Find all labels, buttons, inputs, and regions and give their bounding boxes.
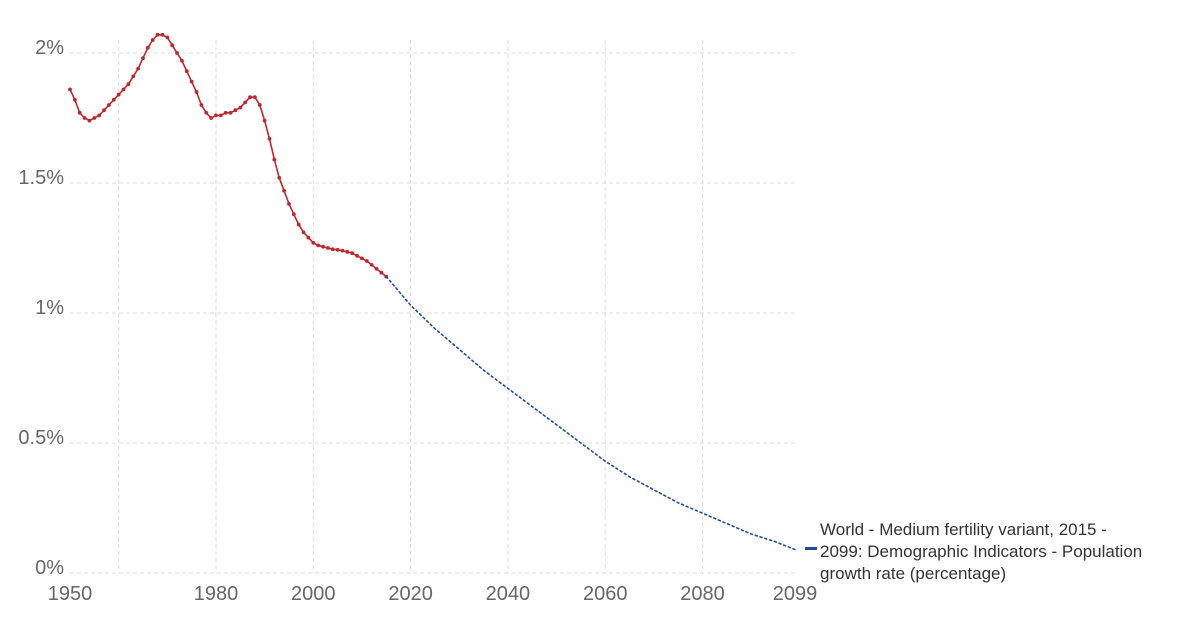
data-point [238, 105, 243, 110]
data-point [355, 253, 359, 258]
data-point [306, 235, 311, 240]
data-point [204, 110, 209, 115]
data-point [141, 56, 145, 61]
data-point [321, 244, 325, 249]
data-point [107, 103, 111, 107]
data-point [155, 32, 160, 37]
data-point [272, 157, 277, 162]
data-point [214, 113, 218, 118]
data-point [257, 103, 262, 107]
data-point [243, 100, 248, 105]
legend: World - Medium fertility variant, 2015 -… [805, 520, 1142, 583]
data-point [228, 110, 233, 115]
y-tick-label: 2% [35, 37, 64, 59]
x-tick-label: 2099 [773, 583, 818, 605]
x-tick-label: 1950 [48, 583, 93, 605]
data-point [131, 74, 136, 79]
data-point [374, 266, 379, 271]
data-point [160, 32, 165, 37]
data-point [296, 222, 301, 227]
data-point [121, 87, 126, 92]
data-point [311, 240, 316, 245]
data-point [340, 248, 345, 253]
data-point [218, 113, 223, 118]
data-point [194, 90, 199, 94]
data-point [72, 97, 77, 102]
data-point [126, 82, 131, 87]
x-tick-label: 2080 [680, 583, 725, 605]
data-point [170, 43, 175, 48]
data-point [287, 201, 291, 206]
data-point [136, 66, 141, 71]
data-point [209, 116, 214, 120]
data-point [301, 230, 306, 235]
data-point [369, 263, 374, 267]
data-point [102, 108, 106, 113]
data-point [145, 45, 150, 50]
data-point [252, 95, 257, 100]
data-point [282, 188, 286, 193]
data-point [111, 97, 116, 102]
legend-label-line-3: growth rate (percentage) [820, 564, 1006, 583]
data-point [180, 58, 184, 63]
x-tick-label: 1980 [194, 583, 239, 605]
data-point [150, 38, 155, 42]
data-point [291, 212, 296, 217]
data-point [233, 108, 238, 113]
data-point [325, 246, 330, 250]
data-point [116, 92, 121, 97]
data-point [199, 103, 204, 107]
data-point [77, 110, 82, 115]
x-tick-label: 2020 [388, 583, 433, 605]
data-point [277, 175, 282, 180]
data-point [97, 113, 102, 118]
data-point [184, 69, 189, 74]
data-point [165, 35, 170, 40]
series-line-projection [385, 275, 796, 551]
data-point [364, 259, 369, 263]
data-point [175, 51, 179, 55]
x-axis-ticks: 1950 1980 2000 2020 2040 2060 2080 2099 [48, 583, 818, 605]
data-point [350, 251, 355, 256]
y-tick-label: 0% [35, 557, 64, 579]
legend-label-line-1: World - Medium fertility variant, 2015 - [820, 520, 1107, 539]
data-point [267, 136, 272, 141]
data-point [360, 256, 364, 261]
data-point [335, 247, 340, 252]
data-point [379, 270, 384, 275]
x-tick-label: 2060 [583, 583, 628, 605]
data-point [92, 116, 97, 120]
data-point [189, 79, 194, 84]
data-point [330, 247, 335, 252]
data-point [223, 110, 228, 115]
series-layer [68, 32, 796, 551]
legend-swatch [805, 547, 817, 550]
y-axis-ticks: 0% 0.5% 1% 1.5% 2% [18, 37, 64, 579]
legend-label-line-2: 2099: Demographic Indicators - Populatio… [820, 542, 1142, 561]
data-point [345, 250, 350, 254]
x-tick-label: 2040 [486, 583, 531, 605]
grid [70, 40, 795, 574]
series-line-historical [69, 33, 387, 278]
y-tick-label: 1% [35, 297, 64, 319]
data-point [68, 87, 72, 92]
y-tick-label: 1.5% [18, 167, 64, 189]
data-point [248, 95, 252, 100]
data-point [262, 118, 267, 123]
x-tick-label: 2000 [291, 583, 336, 605]
y-tick-label: 0.5% [18, 427, 64, 449]
data-point [316, 243, 321, 248]
data-point [87, 118, 92, 123]
data-point [82, 116, 87, 120]
